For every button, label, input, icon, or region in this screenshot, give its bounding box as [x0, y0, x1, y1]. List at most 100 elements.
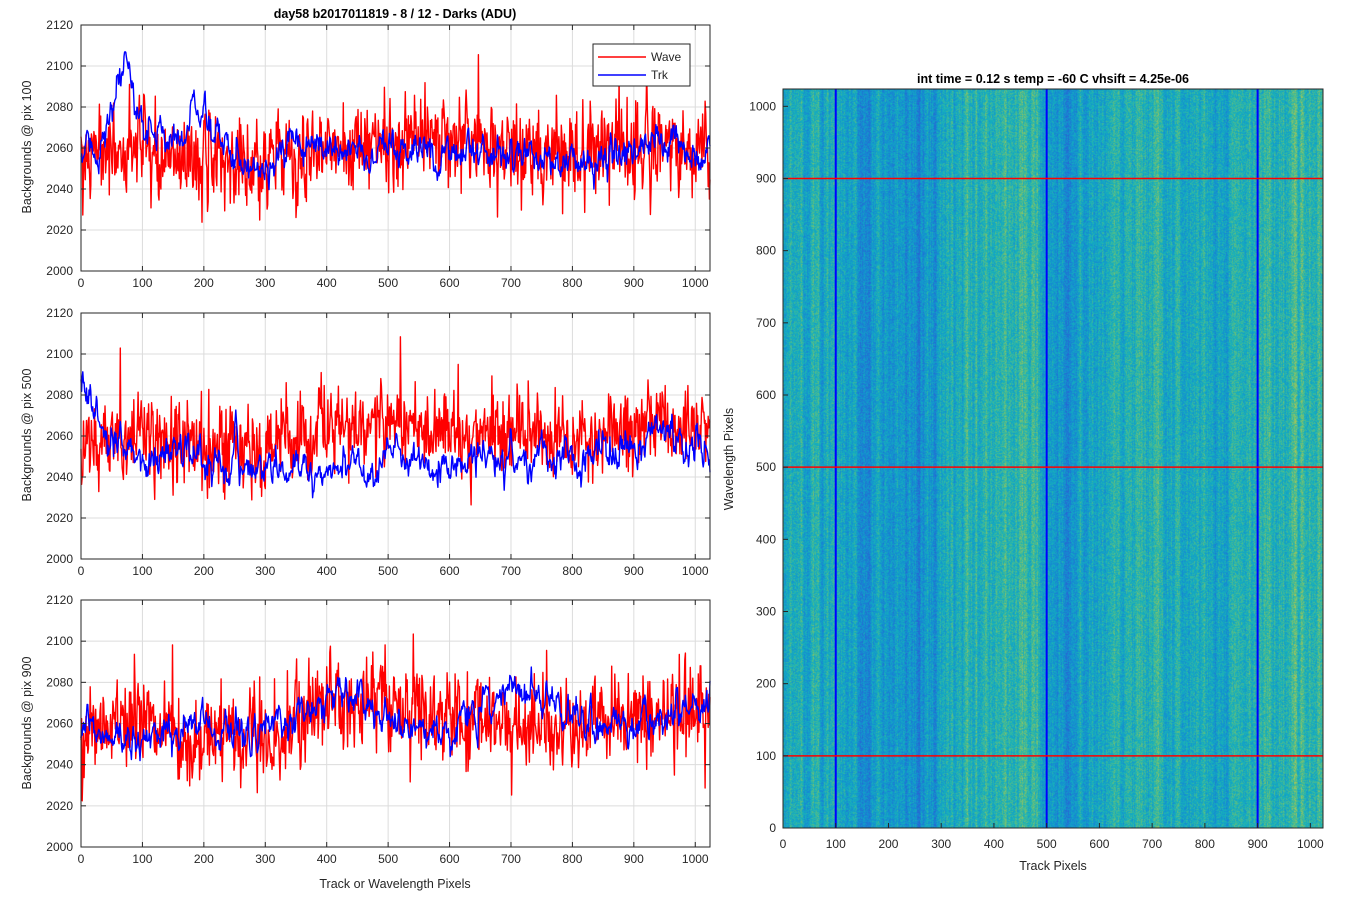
- x-tick-label: 300: [931, 837, 951, 851]
- x-tick-label: 800: [562, 276, 582, 290]
- series-line-trk: [80, 666, 711, 762]
- panel-pix-100: day58 b2017011819 - 8 / 12 - Darks (ADU)…: [20, 7, 711, 290]
- y-tick-label: 2120: [46, 593, 73, 607]
- x-tick-label: 700: [501, 852, 521, 866]
- heatmap-title: int time = 0.12 s temp = -60 C vhsift = …: [917, 72, 1189, 86]
- y-tick-label: 2040: [46, 182, 73, 196]
- series-line-wave: [80, 54, 711, 223]
- x-tick-label: 600: [440, 564, 460, 578]
- x-tick-label: 600: [440, 276, 460, 290]
- y-tick-label: 2020: [46, 799, 73, 813]
- y-axis-label: Wavelength Pixels: [722, 408, 736, 510]
- x-tick-label: 100: [826, 837, 846, 851]
- x-tick-label: 700: [501, 276, 521, 290]
- y-tick-label: 2020: [46, 223, 73, 237]
- x-tick-label: 400: [317, 276, 337, 290]
- y-tick-label: 2080: [46, 675, 73, 689]
- x-tick-label: 600: [440, 852, 460, 866]
- y-tick-label: 2120: [46, 306, 73, 320]
- y-tick-label: 300: [756, 604, 776, 618]
- x-tick-label: 500: [378, 276, 398, 290]
- x-tick-label: 200: [194, 852, 214, 866]
- heatmap-canvas: [783, 89, 1323, 828]
- x-tick-label: 0: [78, 852, 85, 866]
- y-tick-label: 2100: [46, 347, 73, 361]
- x-tick-label: 400: [317, 564, 337, 578]
- y-tick-label: 2080: [46, 100, 73, 114]
- x-tick-label: 800: [562, 852, 582, 866]
- y-tick-label: 2060: [46, 141, 73, 155]
- x-tick-label: 100: [132, 564, 152, 578]
- y-tick-label: 2060: [46, 717, 73, 731]
- legend-box: [592, 43, 691, 87]
- x-tick-label: 200: [194, 564, 214, 578]
- y-tick-label: 1000: [749, 99, 776, 113]
- panel-title: day58 b2017011819 - 8 / 12 - Darks (ADU): [274, 7, 517, 21]
- x-tick-label: 1000: [682, 564, 709, 578]
- y-axis-label: Backgrounds @ pix 900: [20, 657, 34, 790]
- y-tick-label: 2120: [46, 18, 73, 32]
- series-line-trk: [80, 371, 711, 499]
- y-axis-label: Backgrounds @ pix 100: [20, 81, 34, 214]
- y-tick-label: 2100: [46, 59, 73, 73]
- legend-entry-wave: Wave: [651, 50, 682, 64]
- legend: Wave Trk: [592, 43, 691, 87]
- panel-pix-500: Backgrounds @ pix 500 0 100 200 300 400 500 60…: [20, 306, 711, 578]
- y-tick-label: 100: [756, 749, 776, 763]
- x-tick-label: 900: [624, 852, 644, 866]
- x-tick-label: 600: [1089, 837, 1109, 851]
- x-tick-label: 300: [255, 276, 275, 290]
- y-tick-label: 2000: [46, 552, 73, 566]
- y-axis-label: Backgrounds @ pix 500: [20, 369, 34, 502]
- x-tick-label: 500: [378, 564, 398, 578]
- y-tick-label: 400: [756, 532, 776, 546]
- x-tick-label: 1000: [1297, 837, 1324, 851]
- y-tick-label: 600: [756, 388, 776, 402]
- y-tick-label: 700: [756, 316, 776, 330]
- x-tick-label: 200: [194, 276, 214, 290]
- axes-frame: [782, 88, 1324, 829]
- x-tick-label: 0: [780, 837, 787, 851]
- y-tick-label: 2080: [46, 388, 73, 402]
- x-tick-label: 800: [1195, 837, 1215, 851]
- x-tick-label: 100: [132, 276, 152, 290]
- x-tick-label: 200: [878, 837, 898, 851]
- x-tick-label: 500: [1037, 837, 1057, 851]
- series-line-trk: [80, 51, 711, 191]
- x-tick-label: 400: [984, 837, 1004, 851]
- x-tick-label: 1000: [682, 852, 709, 866]
- x-tick-label: 900: [624, 564, 644, 578]
- x-tick-label: 400: [317, 852, 337, 866]
- x-tick-label: 900: [1248, 837, 1268, 851]
- y-tick-label: 900: [756, 171, 776, 185]
- x-tick-label: 700: [501, 564, 521, 578]
- y-tick-label: 800: [756, 244, 776, 258]
- y-tick-label: 500: [756, 460, 776, 474]
- y-tick-label: 2000: [46, 264, 73, 278]
- x-tick-label: 100: [132, 852, 152, 866]
- legend-entry-trk: Trk: [651, 68, 669, 82]
- x-axis-label: Track or Wavelength Pixels: [319, 877, 470, 891]
- x-tick-label: 900: [624, 276, 644, 290]
- y-tick-label: 2040: [46, 470, 73, 484]
- y-tick-label: 2040: [46, 758, 73, 772]
- x-tick-label: 700: [1142, 837, 1162, 851]
- x-axis-label: Track Pixels: [1019, 859, 1087, 873]
- panel-pix-900: Backgrounds @ pix 900 Track or Wavelengt…: [20, 593, 711, 891]
- x-tick-label: 0: [78, 564, 85, 578]
- y-tick-label: 0: [769, 821, 776, 835]
- x-tick-label: 0: [78, 276, 85, 290]
- x-tick-label: 800: [562, 564, 582, 578]
- heatmap-image: [783, 89, 1323, 828]
- y-tick-label: 2020: [46, 511, 73, 525]
- y-tick-label: 2100: [46, 634, 73, 648]
- y-tick-label: 2060: [46, 429, 73, 443]
- x-tick-label: 300: [255, 564, 275, 578]
- panel-heatmap: int time = 0.12 s temp = -60 C vhsift = …: [722, 72, 1324, 873]
- x-tick-label: 1000: [682, 276, 709, 290]
- x-tick-label: 500: [378, 852, 398, 866]
- y-tick-label: 2000: [46, 840, 73, 854]
- x-tick-label: 300: [255, 852, 275, 866]
